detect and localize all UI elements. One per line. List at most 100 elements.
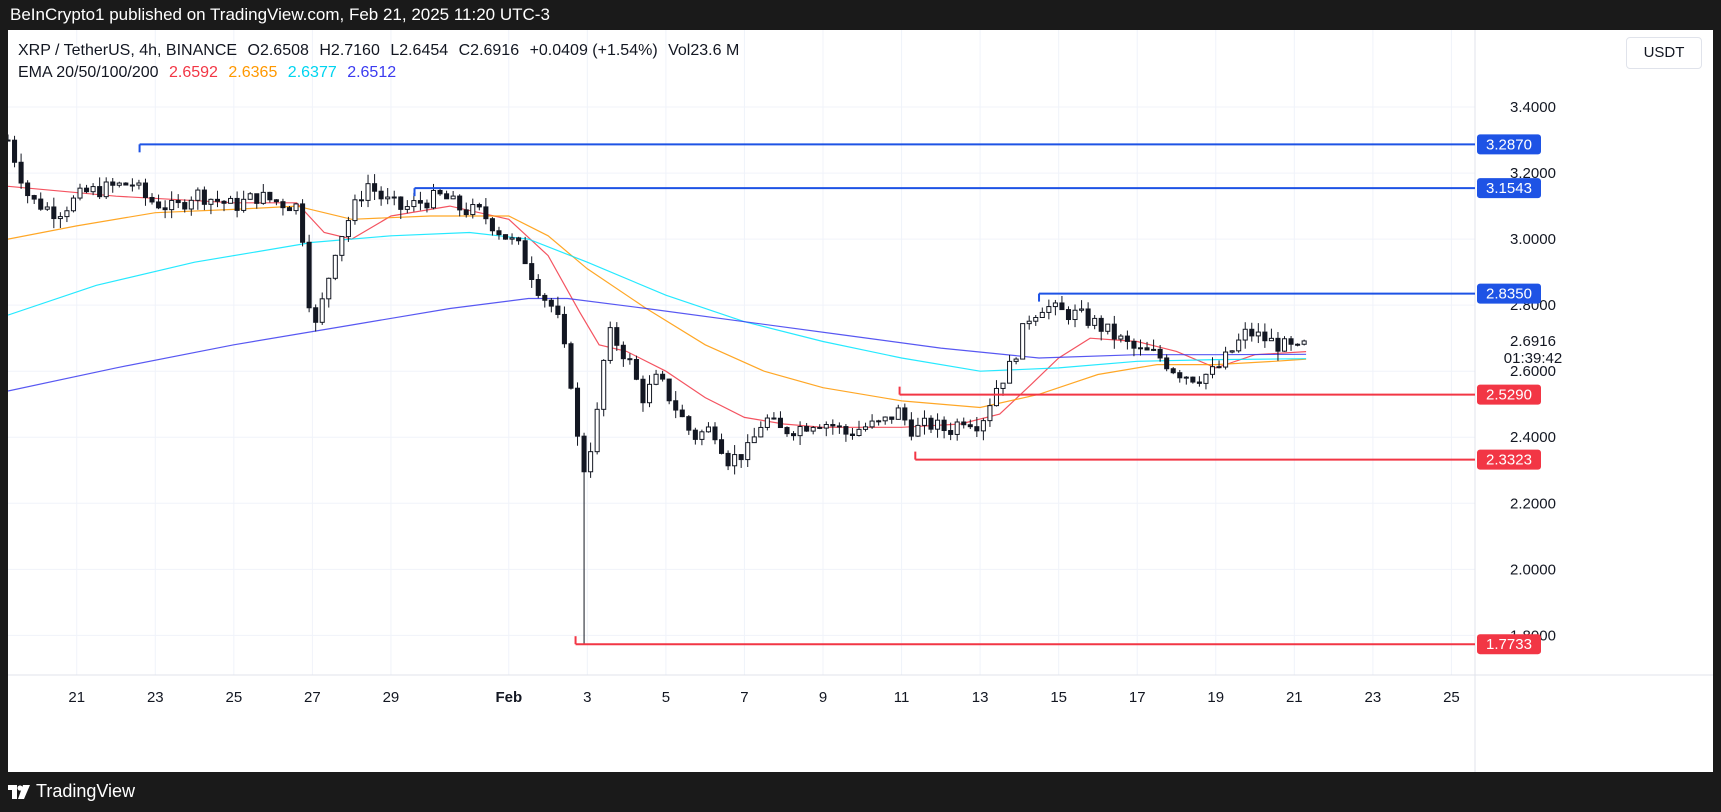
candle-body <box>954 421 960 435</box>
candle-body <box>876 420 882 423</box>
x-tick-label: 13 <box>972 689 989 706</box>
x-tick-label: 27 <box>304 689 321 706</box>
resistance-price-tag <box>1477 283 1541 304</box>
symbol-label[interactable]: XRP / TetherUS, 4h, BINANCE <box>18 42 238 59</box>
candle-body <box>836 425 842 428</box>
candle-body <box>928 417 934 430</box>
candle-body <box>699 431 705 440</box>
candle-body <box>1170 368 1176 374</box>
candle-body <box>529 263 535 280</box>
candle-body <box>1203 373 1209 384</box>
change-value: +0.0409 (+1.54%) <box>529 42 658 59</box>
candle-body <box>646 383 653 404</box>
candle-body <box>489 218 495 232</box>
candle-body <box>1157 348 1163 359</box>
candle-body <box>208 198 214 205</box>
candle-body <box>201 189 207 205</box>
candle-body <box>863 426 869 430</box>
candle-body <box>306 241 312 309</box>
x-tick-label: 11 <box>894 689 910 706</box>
candle-body <box>372 183 378 192</box>
candle-body <box>260 191 266 204</box>
candle-body <box>129 184 135 187</box>
candle-body <box>228 197 234 204</box>
x-tick-label: 3 <box>583 689 591 706</box>
candle-body <box>1111 323 1117 340</box>
candle-body <box>1085 308 1091 326</box>
candle-body <box>1046 306 1052 313</box>
candle-body <box>555 305 561 315</box>
candle-body <box>339 236 345 256</box>
candle-body <box>110 181 116 186</box>
candle-body <box>1020 323 1026 360</box>
y-tick-label: 2.2000 <box>1510 495 1556 512</box>
candle-body <box>70 197 76 212</box>
support-price-tag <box>1477 449 1541 470</box>
candle-body <box>588 451 594 473</box>
candle-body <box>1007 360 1013 384</box>
x-tick-label: 23 <box>1365 689 1382 706</box>
ema-label[interactable]: EMA 20/50/100/200 <box>18 64 159 81</box>
candle-body <box>365 183 371 201</box>
tradingview-brand[interactable]: TradingView <box>8 781 135 802</box>
candle-body <box>1229 350 1235 353</box>
x-tick-label: 21 <box>1286 689 1303 706</box>
candle-body <box>136 182 142 186</box>
y-tick-label: 3.4000 <box>1510 99 1556 116</box>
low-value: L2.6454 <box>390 42 449 59</box>
candles-group <box>8 134 1307 645</box>
candle-body <box>1242 328 1248 341</box>
x-tick-label: 17 <box>1129 689 1146 706</box>
candle-body <box>607 327 613 361</box>
candle-body <box>25 182 31 197</box>
candle-body <box>987 405 993 422</box>
candle-body <box>1105 323 1111 332</box>
candle-body <box>404 206 410 210</box>
price-chart[interactable]: 3.40003.20003.00002.80002.60002.40002.20… <box>8 30 1713 772</box>
candle-body <box>1026 320 1032 325</box>
candle-body <box>84 187 90 193</box>
candle-body <box>1144 347 1150 351</box>
candle-body <box>313 307 319 323</box>
candle-body <box>542 294 548 301</box>
candle-body <box>777 417 783 429</box>
x-tick-label: 25 <box>1443 689 1460 706</box>
candle-body <box>188 199 194 210</box>
candle-body <box>784 427 790 435</box>
x-tick-label: 19 <box>1207 689 1224 706</box>
high-value: H2.7160 <box>319 42 380 59</box>
candle-body <box>162 207 168 211</box>
chart-panel[interactable]: 3.4000 3.2000 3.0000 2.8000 2.6000 2.4000 2.20… <box>8 30 1713 772</box>
candle-body <box>254 193 260 204</box>
candle-body <box>535 278 541 296</box>
candle-body <box>457 195 463 211</box>
candle-body <box>915 424 921 437</box>
currency-unit-button[interactable]: USDT <box>1626 37 1702 69</box>
y-tick-label: 2.0000 <box>1510 561 1556 578</box>
x-tick-label: 29 <box>383 689 400 706</box>
support-price-tag <box>1477 384 1541 405</box>
candle-body <box>679 409 685 418</box>
candle-body <box>1059 302 1065 311</box>
footer-bar: TradingView <box>0 772 1721 812</box>
resistance-price-tag <box>1477 134 1541 155</box>
candle-body <box>97 186 103 198</box>
symbol-row: XRP / TetherUS, 4h, BINANCE O2.6508 H2.7… <box>18 40 745 62</box>
candle-body <box>817 426 823 429</box>
candle-body <box>509 237 515 240</box>
candle-body <box>1255 331 1261 337</box>
candle-body <box>417 200 423 204</box>
candle-body <box>522 240 528 265</box>
candle-body <box>823 424 829 429</box>
candle-body <box>175 199 181 204</box>
candle-body <box>450 195 456 200</box>
candle-body <box>948 430 954 435</box>
candle-body <box>895 407 901 420</box>
resistance-price-label: 3.2870 <box>1486 136 1532 153</box>
candle-body <box>496 230 502 236</box>
candle-body <box>391 196 397 199</box>
candle-body <box>267 191 273 201</box>
candle-body <box>345 220 351 238</box>
candle-body <box>1295 343 1301 346</box>
x-tick-label: 23 <box>147 689 164 706</box>
